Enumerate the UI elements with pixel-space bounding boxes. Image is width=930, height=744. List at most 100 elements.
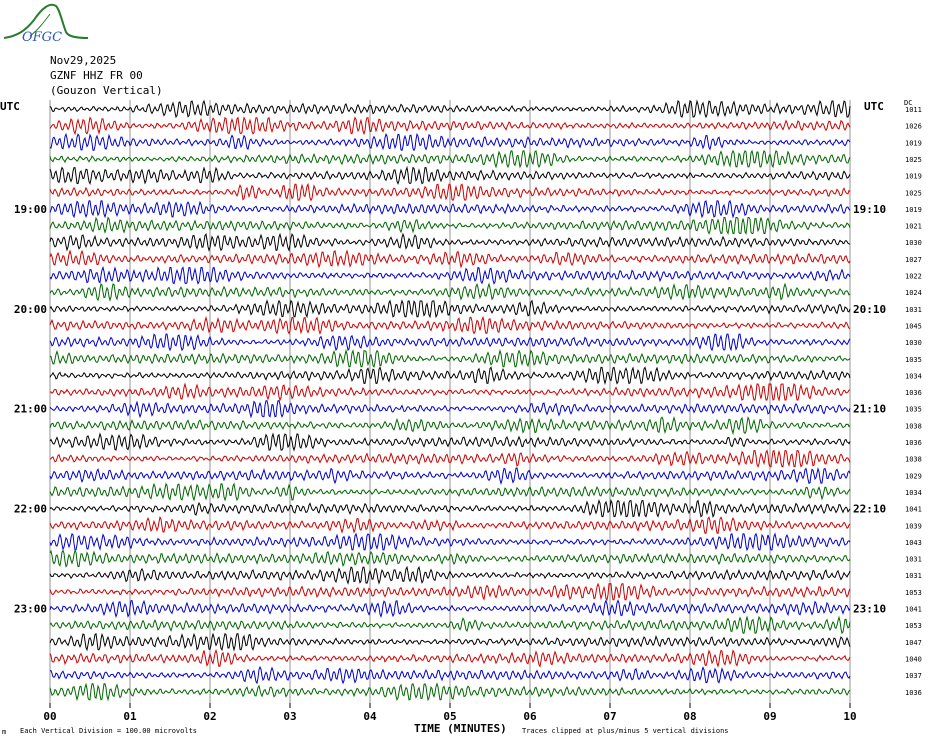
seismic-trace — [49, 432, 851, 452]
dc-offset-label: 1040 — [905, 655, 922, 663]
x-tick-label: 03 — [283, 710, 296, 723]
seismic-trace — [49, 400, 851, 419]
left-time-label: 19:00 — [14, 203, 47, 216]
right-time-label: 20:10 — [853, 303, 886, 316]
seismic-trace — [49, 265, 851, 285]
seismic-trace — [49, 99, 851, 119]
dc-offset-label: 1037 — [905, 672, 922, 680]
dc-offset-label: 1035 — [905, 356, 922, 364]
seismic-trace — [49, 348, 851, 368]
x-axis-title: TIME (MINUTES) — [414, 722, 507, 735]
dc-offset-label: 1035 — [905, 406, 922, 414]
dc-offset-label: 1019 — [905, 139, 922, 147]
x-tick-label: 06 — [523, 710, 537, 723]
dc-offset-label: 1030 — [905, 239, 922, 247]
logo-swoosh — [3, 3, 89, 39]
dc-offset-label: 1021 — [905, 223, 922, 231]
dc-offset-label: 1053 — [905, 622, 922, 630]
seismic-trace — [49, 466, 851, 485]
seismic-trace — [49, 648, 851, 669]
dc-offset-label: 1026 — [905, 123, 922, 131]
seismic-trace — [49, 565, 851, 585]
seismic-trace — [49, 682, 851, 702]
right-time-labels: 19:10 20:10 21:10 22:10 23:10 — [853, 203, 886, 616]
dc-offset-label: 1038 — [905, 422, 922, 430]
x-tick-label: 09 — [763, 710, 776, 723]
dc-offset-label: 1041 — [905, 606, 922, 614]
dc-offset-label: 1036 — [905, 689, 922, 697]
dc-offset-label: 1019 — [905, 173, 922, 181]
seismic-trace — [49, 632, 851, 652]
seismic-trace — [49, 449, 851, 468]
seismic-trace — [49, 232, 851, 252]
seismic-trace — [49, 333, 851, 352]
seismic-trace — [49, 416, 851, 436]
dc-offset-label: 1031 — [905, 306, 922, 314]
seismic-trace — [49, 216, 851, 236]
dc-offset-label: 1027 — [905, 256, 922, 264]
dc-offset-label: 1045 — [905, 322, 922, 330]
dc-offset-label: 1034 — [905, 489, 922, 497]
x-tick-label: 08 — [683, 710, 696, 723]
seismic-trace — [49, 282, 851, 302]
right-time-label: 23:10 — [853, 603, 886, 616]
x-tick-label: 04 — [363, 710, 377, 723]
seismic-trace — [49, 482, 851, 502]
x-tick-label: 02 — [203, 710, 216, 723]
seismic-trace — [49, 582, 851, 601]
x-tick-label: 00 — [43, 710, 56, 723]
seismic-trace — [49, 665, 851, 685]
dc-offset-label: 1036 — [905, 439, 922, 447]
seismic-traces — [49, 99, 851, 702]
station-code: GZNF HHZ FR 00 — [50, 69, 143, 82]
seismic-trace — [49, 299, 851, 319]
right-time-label: 21:10 — [853, 403, 886, 416]
seismic-trace — [49, 382, 851, 402]
left-time-label: 22:00 — [14, 503, 47, 516]
dc-offset-label: 1030 — [905, 339, 922, 347]
seismic-trace — [49, 615, 851, 635]
clipping-note: Traces clipped at plus/minus 5 vertical … — [522, 727, 729, 735]
dc-offset-label: 1038 — [905, 456, 922, 464]
dc-offset-label: 1024 — [905, 289, 922, 297]
dc-offset-label: 1053 — [905, 589, 922, 597]
dc-offset-label: 1025 — [905, 189, 922, 197]
dc-offset-label: 1031 — [905, 572, 922, 580]
seismic-trace — [49, 498, 851, 519]
utc-label-left: UTC — [0, 100, 20, 113]
dc-offset-label: 1036 — [905, 389, 922, 397]
dc-offset-label: 1011 — [905, 106, 922, 114]
utc-label-right: UTC — [864, 100, 884, 113]
seismic-trace — [49, 132, 851, 152]
dc-offset-label: 1025 — [905, 156, 922, 164]
corner-mark: m — [2, 728, 7, 736]
seismic-trace — [49, 532, 851, 552]
x-tick-label: 01 — [123, 710, 137, 723]
seismic-trace — [49, 182, 851, 202]
seismic-trace — [49, 549, 851, 568]
logo-inner-swoosh — [29, 13, 51, 37]
left-time-label: 20:00 — [14, 303, 47, 316]
dc-offset-label: 1039 — [905, 522, 922, 530]
left-time-labels: 19:00 20:00 21:00 22:00 23:00 — [14, 203, 47, 616]
left-time-label: 21:00 — [14, 403, 47, 416]
seismic-trace — [49, 515, 851, 534]
ofgc-logo: OFGC — [3, 3, 89, 45]
vertical-division-note: Each Vertical Division = 100.00 microvol… — [20, 727, 198, 735]
logo-text: OFGC — [22, 30, 62, 45]
right-time-label: 22:10 — [853, 503, 886, 516]
time-grid — [49, 100, 851, 703]
dc-offset-label: 1031 — [905, 556, 922, 564]
x-tick-label: 07 — [603, 710, 616, 723]
dc-offset-label: 1029 — [905, 472, 922, 480]
seismic-trace — [49, 315, 851, 335]
seismic-trace — [49, 116, 851, 136]
seismic-trace — [49, 165, 851, 186]
dc-offset-label: 1047 — [905, 639, 922, 647]
dc-offset-labels: 1011 1026 1019 1025 1019 1025 1019 1021 1030 1027… — [905, 106, 922, 697]
x-axis-ticks: 00 01 02 03 04 05 06 07 08 09 10 — [43, 703, 857, 723]
seismic-trace — [49, 599, 851, 619]
x-tick-label: 05 — [443, 710, 456, 723]
dc-offset-label: 1022 — [905, 273, 922, 281]
